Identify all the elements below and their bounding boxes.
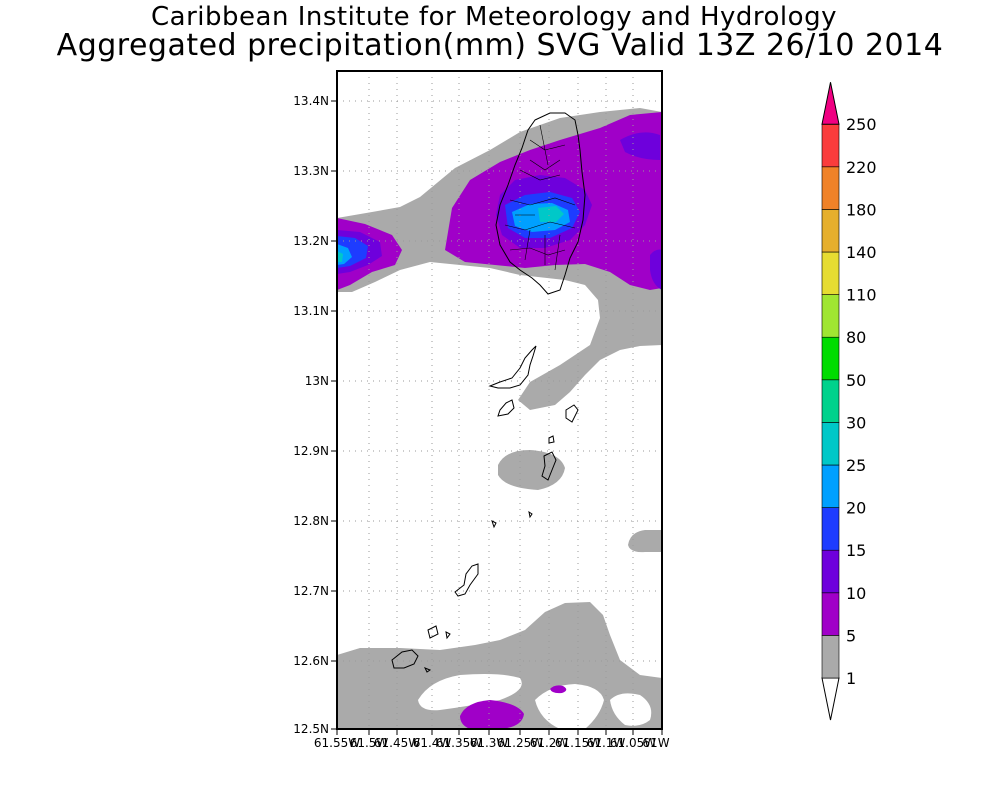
colorbar-band bbox=[821, 464, 840, 508]
colorbar-level-label: 30 bbox=[846, 413, 866, 432]
lon-label-61.25: 61.25W bbox=[497, 736, 543, 750]
colorbar-level-label: 250 bbox=[846, 115, 877, 134]
lon-label-61.5: 61.5W bbox=[350, 736, 389, 750]
precip-5mm-south-1 bbox=[460, 700, 524, 729]
island-bequia bbox=[488, 345, 537, 389]
lon-label-61.15: 61.15W bbox=[555, 736, 601, 750]
colorbar-band bbox=[821, 336, 840, 381]
colorbar-level-label: 110 bbox=[846, 286, 877, 305]
lon-label-61.3: 61.3W bbox=[470, 736, 509, 750]
island-st-vincent-ridges bbox=[504, 124, 576, 271]
lon-label-61.1: 61.1W bbox=[587, 736, 626, 750]
colorbar-level-label: 50 bbox=[846, 371, 866, 390]
map-frame bbox=[336, 70, 663, 730]
colorbar-underflow-triangle bbox=[821, 677, 840, 721]
lat-label-13.3: 13.3N bbox=[293, 164, 329, 178]
colorbar-band bbox=[821, 592, 840, 636]
colorbar-band bbox=[821, 294, 840, 338]
precip-10mm-e bbox=[650, 249, 662, 290]
lat-label-12.7: 12.7N bbox=[293, 584, 329, 598]
precip-5mm-south-2 bbox=[550, 685, 567, 694]
colorbar-band bbox=[821, 379, 840, 423]
colorbar-band bbox=[821, 209, 840, 253]
colorbar-level-label: 20 bbox=[846, 499, 866, 518]
colorbar-level-label: 180 bbox=[846, 200, 877, 219]
colorbar-level-label: 25 bbox=[846, 456, 866, 475]
longitude-axis bbox=[336, 729, 663, 735]
precip-25mm-center bbox=[538, 206, 564, 222]
lon-label-61.55: 61.55W bbox=[314, 736, 360, 750]
island-small-1 bbox=[548, 435, 555, 444]
precip-gap-south-1 bbox=[418, 674, 522, 711]
colorbar-band bbox=[821, 549, 840, 594]
colorbar-level-label: 10 bbox=[846, 584, 866, 603]
colorbar-level-label: 1 bbox=[846, 669, 856, 688]
island-canouan bbox=[541, 451, 557, 481]
lat-label-13.1: 13.1N bbox=[293, 304, 329, 318]
precip-1mm-east bbox=[628, 530, 662, 553]
island-mustique-a bbox=[497, 399, 515, 417]
graticule bbox=[337, 71, 662, 729]
colorbar-band bbox=[821, 507, 840, 551]
lat-label-13.0: 13N bbox=[305, 374, 329, 388]
lat-label-12.9: 12.9N bbox=[293, 444, 329, 458]
coastlines bbox=[391, 112, 586, 673]
lat-label-13.2: 13.2N bbox=[293, 234, 329, 248]
colorbar-level-label: 15 bbox=[846, 541, 866, 560]
precip-1mm-middle bbox=[498, 450, 565, 490]
colorbar-level-label: 80 bbox=[846, 328, 866, 347]
island-mustique-b bbox=[565, 404, 579, 423]
lat-label-12.5: 12.5N bbox=[293, 722, 329, 736]
island-union bbox=[454, 563, 479, 597]
island-small-3 bbox=[528, 510, 533, 519]
lon-label-61.2: 61.2W bbox=[530, 736, 569, 750]
colorbar-band bbox=[821, 635, 840, 679]
island-carriacou-small bbox=[427, 625, 439, 639]
island-small-5 bbox=[423, 667, 432, 673]
precipitation-field bbox=[337, 108, 662, 729]
colorbar-level-label: 220 bbox=[846, 158, 877, 177]
lat-label-12.6: 12.6N bbox=[293, 654, 329, 668]
precip-gap-south-3 bbox=[610, 693, 652, 726]
colorbar-level-label: 5 bbox=[846, 626, 856, 645]
colorbar-band bbox=[821, 123, 840, 168]
lon-label-61.05: 61.05W bbox=[610, 736, 656, 750]
lat-label-13.4: 13.4N bbox=[293, 94, 329, 108]
precip-10mm-ne bbox=[620, 132, 660, 160]
lon-label-61.45: 61.45W bbox=[374, 736, 420, 750]
colorbar-band bbox=[821, 251, 840, 295]
latitude-axis bbox=[331, 100, 337, 730]
product-title: Aggregated precipitation(mm) SVG Valid 1… bbox=[56, 28, 944, 63]
colorbar-level-label: 140 bbox=[846, 243, 877, 262]
precip-25mm-west bbox=[337, 251, 343, 262]
lat-label-12.8: 12.8N bbox=[293, 514, 329, 528]
precip-gap-south-2 bbox=[535, 684, 604, 729]
lon-label-61.4: 61.4W bbox=[413, 736, 452, 750]
island-small-4 bbox=[445, 631, 451, 640]
institute-title: Caribbean Institute for Meteorology and … bbox=[151, 2, 837, 32]
lon-label-61: 61W bbox=[642, 736, 669, 750]
colorbar-band bbox=[821, 422, 840, 466]
colorbar-overflow-triangle bbox=[821, 82, 840, 125]
island-carriacou bbox=[391, 649, 419, 669]
island-st-vincent bbox=[495, 112, 586, 295]
island-small-2 bbox=[491, 520, 497, 529]
lon-label-61.35: 61.35W bbox=[436, 736, 482, 750]
colorbar-band bbox=[821, 166, 840, 210]
